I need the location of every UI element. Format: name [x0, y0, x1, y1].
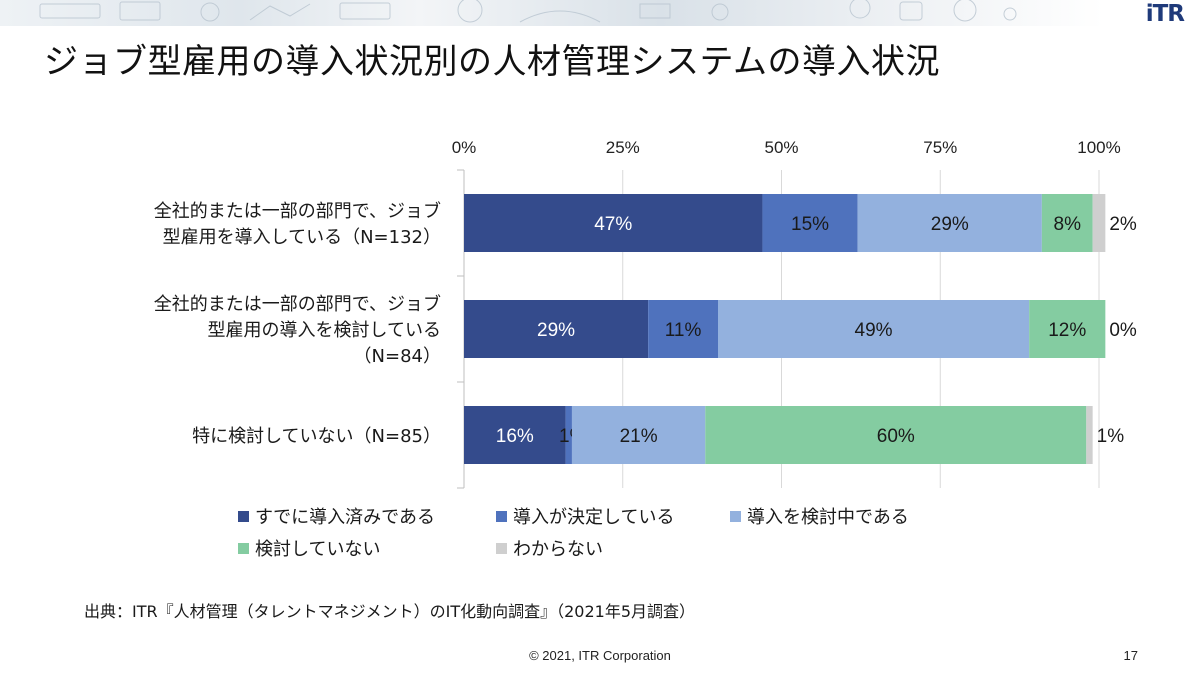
category-label: （N=84）	[354, 346, 441, 367]
bar-segment	[565, 406, 572, 464]
bar-segment	[762, 194, 858, 252]
legend-swatch	[496, 510, 507, 522]
bar-segment	[1041, 194, 1093, 252]
data-label: 49%	[855, 320, 893, 341]
bar-segment	[705, 406, 1087, 464]
legend-swatch	[496, 542, 507, 554]
legend-label: 導入を検討中である	[747, 507, 909, 528]
legend-item: わからない	[496, 535, 603, 561]
category-label: 特に検討していない（N=85）	[192, 426, 441, 447]
x-tick-label: 75%	[923, 138, 957, 157]
data-label: 11%	[665, 320, 702, 341]
data-label: 60%	[877, 426, 915, 447]
category-label: 型雇用を導入している（N=132）	[163, 227, 441, 248]
category-label: 型雇用の導入を検討している	[208, 320, 441, 341]
data-label: 29%	[931, 214, 969, 235]
legend-label: すでに導入済みである	[255, 507, 435, 528]
x-tick-label: 25%	[606, 138, 640, 157]
data-label: 15%	[791, 214, 829, 235]
page-title: ジョブ型雇用の導入状況別の人材管理システムの導入状況	[44, 42, 940, 82]
legend-label: 検討していない	[255, 539, 381, 560]
legend-label: 導入が決定している	[513, 507, 675, 528]
legend-item: 検討していない	[238, 535, 380, 561]
x-tick-label: 0%	[452, 138, 477, 157]
header-banner: iTR	[0, 0, 1200, 26]
bar-segment	[1086, 406, 1093, 464]
legend-item: 導入が決定している	[496, 503, 674, 529]
copyright: © 2021, ITR Corporation	[529, 648, 671, 663]
legend-swatch	[238, 542, 249, 554]
data-label: 0%	[1109, 320, 1137, 341]
category-label: 全社的または一部の部門で、ジョブ	[154, 293, 441, 315]
bar-segment	[648, 300, 718, 358]
data-label: 1%	[1097, 426, 1125, 447]
legend-label: わからない	[513, 539, 603, 560]
data-label: 12%	[1048, 320, 1086, 341]
legend-item: すでに導入済みである	[238, 503, 435, 529]
bar-segment	[464, 194, 763, 252]
data-label: 16%	[496, 426, 534, 447]
bar-segment	[464, 406, 566, 464]
bar-segment	[857, 194, 1042, 252]
data-label: 29%	[537, 320, 575, 341]
data-label: 47%	[594, 214, 632, 235]
category-label: 全社的または一部の部門で、ジョブ	[154, 200, 441, 222]
data-label: 2%	[1109, 214, 1137, 235]
data-label: 21%	[620, 426, 658, 447]
bar-segment	[1029, 300, 1106, 358]
page-number: 17	[1123, 648, 1138, 663]
data-label: 8%	[1054, 214, 1082, 235]
bar-segment	[718, 300, 1030, 358]
bar-segment	[571, 406, 706, 464]
legend-swatch	[238, 510, 249, 522]
itr-logo: iTR	[1145, 1, 1185, 26]
source-note: 出典：ITR『人材管理（タレントマネジメント）のIT化動向調査』（2021年5月…	[84, 602, 696, 621]
x-tick-label: 100%	[1077, 138, 1120, 157]
legend-item: 導入を検討中である	[730, 503, 909, 529]
bar-segment	[1092, 194, 1106, 252]
bar-segment	[464, 300, 649, 358]
banner-decoration-graphic	[39, 0, 1017, 23]
legend-swatch	[730, 510, 741, 522]
x-tick-label: 50%	[764, 138, 798, 157]
